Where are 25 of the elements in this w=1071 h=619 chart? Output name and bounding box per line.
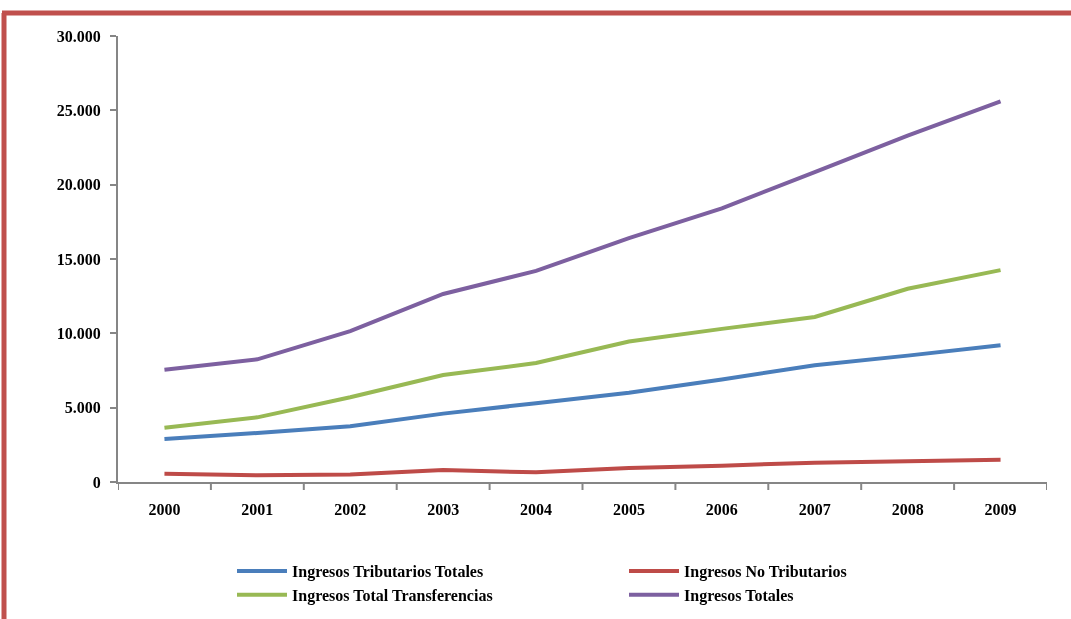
x-tick-label: 2007 <box>798 501 831 519</box>
x-tick-label: 2001 <box>241 501 274 519</box>
y-tick-label: 0 <box>92 473 101 491</box>
x-tick-label: 2006 <box>705 501 738 519</box>
legend-label: Ingresos Totales <box>684 586 794 605</box>
line-series <box>162 457 1003 478</box>
legend-label: Ingresos Total Transferencias <box>292 586 493 605</box>
y-tick-label: 20.000 <box>56 176 101 194</box>
x-tick-label: 2003 <box>427 501 460 519</box>
y-tick-label: 30.000 <box>56 27 101 45</box>
y-tick-label: 15.000 <box>56 250 101 268</box>
x-tick-label: 2008 <box>891 501 924 519</box>
legend-label: Ingresos Tributarios Totales <box>292 563 484 582</box>
line-series <box>162 99 1003 372</box>
x-tick-label: 2009 <box>984 501 1017 519</box>
x-tick-label: 2000 <box>148 501 181 519</box>
legend-label: Ingresos No Tributarios <box>684 563 847 582</box>
x-tick-label: 2005 <box>612 501 645 519</box>
x-tick-label: 2004 <box>520 501 553 519</box>
line-series <box>162 268 1003 430</box>
y-tick-label: 25.000 <box>56 101 101 119</box>
y-tick-label: 10.000 <box>56 324 101 342</box>
x-tick-label: 2002 <box>334 501 367 519</box>
y-tick-label: 5.000 <box>64 399 101 417</box>
line-series <box>162 343 1003 441</box>
